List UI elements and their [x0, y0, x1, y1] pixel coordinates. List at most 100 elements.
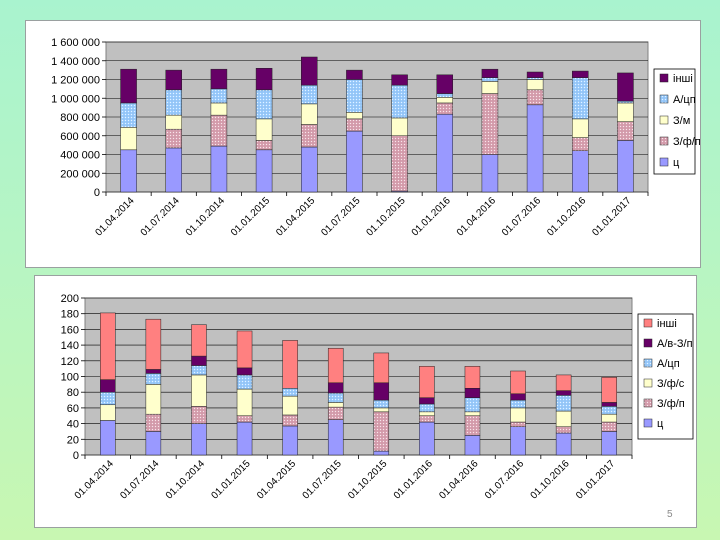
x-tick-label: 01.07.2015 — [301, 458, 344, 501]
bar-інші-7 — [436, 74, 453, 94]
bar-інші-6 — [373, 352, 390, 384]
bar-з-ф-п-6 — [373, 411, 390, 452]
bar-інші-7 — [419, 366, 435, 398]
bar-з-ф-п-1 — [165, 128, 182, 149]
bar-з-м-8 — [481, 81, 499, 94]
bar-інші-11 — [617, 72, 634, 102]
bar-а-цп-9 — [526, 77, 544, 80]
y-tick-label: 100 — [61, 372, 79, 384]
bar-з-ф-п-2 — [210, 114, 228, 147]
bar-з-ф-с-7 — [419, 411, 435, 416]
bar-а-в-з-п-6 — [373, 382, 390, 401]
bar-а-цп-7 — [436, 93, 453, 98]
x-tick-label: 01.10.2014 — [184, 195, 227, 238]
bar-а-цп-3 — [255, 89, 273, 120]
bar-ц-7 — [419, 421, 435, 456]
bar-інші-2 — [191, 324, 207, 357]
bar-інші-2 — [210, 68, 228, 90]
legend-label-а-в-з-п: А/в-З/п — [657, 338, 693, 350]
bar-а-в-з-п-9 — [510, 393, 526, 401]
bar-ц-4 — [301, 146, 318, 193]
bar-а-цп-1 — [145, 373, 162, 385]
legend-label-ц: ц — [673, 157, 680, 169]
y-tick-label: 1 200 000 — [51, 75, 100, 87]
chart-1: 0 200 000 400 000 600 000 800 000 1 000 000 1 … — [51, 37, 700, 239]
bar-а-в-з-п-7 — [419, 397, 435, 405]
bar-а-цп-6 — [373, 399, 390, 409]
bar-а-цп-9 — [510, 399, 526, 409]
y-tick-label: 180 — [61, 309, 79, 321]
bar-а-цп-0 — [120, 102, 137, 128]
bar-а-цп-8 — [481, 77, 499, 82]
bar-з-м-4 — [301, 103, 318, 125]
legend-swatch-з-м — [659, 115, 669, 125]
bar-ц-2 — [210, 145, 228, 193]
bar-з-ф-п-3 — [236, 415, 253, 423]
x-tick-label: 01.04.2015 — [274, 195, 317, 238]
x-tick-label: 01.01.2015 — [229, 195, 272, 238]
bar-інші-11 — [601, 377, 617, 403]
bar-а-цп-11 — [617, 100, 634, 104]
bar-інші-0 — [100, 312, 116, 380]
legend — [637, 313, 694, 440]
legend-swatch-а-в-з-п — [643, 338, 653, 348]
bar-з-ф-п-9 — [526, 89, 544, 106]
bar-а-цп-2 — [191, 365, 207, 376]
bar-інші-10 — [572, 70, 589, 78]
x-tick-label: 01.07.2016 — [500, 195, 543, 238]
bar-ц-10 — [572, 150, 589, 193]
bar-з-ф-с-9 — [510, 407, 526, 423]
bar-а-цп-10 — [555, 395, 572, 412]
bar-а-в-з-п-11 — [601, 402, 617, 407]
bar-з-ф-с-2 — [191, 374, 207, 407]
y-tick-label: 1 000 000 — [51, 93, 100, 105]
bar-з-ф-с-6 — [373, 407, 390, 413]
bar-ц-5 — [346, 130, 363, 193]
bar-інші-4 — [301, 56, 318, 86]
y-tick-label: 160 — [61, 324, 79, 336]
bar-з-ф-п-7 — [419, 415, 435, 423]
legend-swatch-з-ф-п — [659, 136, 669, 146]
bar-з-ф-п-11 — [601, 421, 617, 432]
bar-а-цп-0 — [100, 391, 116, 406]
y-tick-label: 120 — [61, 356, 79, 368]
bar-з-ф-п-7 — [436, 102, 453, 115]
bar-а-цп-7 — [419, 403, 435, 413]
bar-з-ф-с-3 — [236, 388, 253, 416]
bar-з-ф-п-9 — [510, 421, 526, 427]
legend-label-а-цп: А/цп — [657, 358, 680, 370]
legend-swatch-з-ф-п — [643, 398, 653, 408]
bar-інші-1 — [145, 318, 162, 370]
bar-ц-1 — [145, 431, 162, 456]
bar-а-цп-4 — [282, 388, 298, 397]
bar-з-ф-п-10 — [555, 426, 572, 434]
x-tick-label: 01.10.2014 — [164, 458, 207, 501]
bar-з-ф-п-4 — [301, 124, 318, 148]
bar-ц-0 — [120, 149, 137, 193]
bar-інші-10 — [555, 374, 572, 391]
x-tick-label: 01.01.2016 — [410, 195, 453, 238]
bar-інші-1 — [165, 69, 182, 91]
bar-інші-6 — [391, 74, 408, 86]
bar-з-ф-п-6 — [391, 135, 408, 192]
bar-з-ф-п-4 — [282, 414, 298, 427]
bar-а-цп-10 — [572, 77, 589, 120]
bar-з-м-11 — [617, 102, 634, 122]
bar-з-ф-с-10 — [555, 410, 572, 427]
legend-label-з-м: З/м — [673, 115, 690, 127]
bar-з-м-1 — [165, 114, 182, 130]
y-tick-label: 1 600 000 — [51, 37, 100, 49]
bar-з-ф-п-2 — [191, 406, 207, 424]
bar-ц-0 — [100, 420, 116, 456]
bar-з-ф-с-4 — [282, 395, 298, 416]
bar-ц-8 — [464, 435, 481, 456]
bar-з-м-0 — [120, 127, 137, 151]
legend-swatch-ц — [659, 157, 669, 167]
x-tick-label: 01.07.2014 — [118, 458, 161, 501]
bar-а-цп-6 — [391, 84, 408, 119]
bar-з-ф-с-11 — [601, 413, 617, 423]
x-tick-label: 01.10.2016 — [545, 195, 588, 238]
bar-а-в-з-п-3 — [236, 367, 253, 376]
bar-ц-4 — [282, 425, 298, 456]
bar-ц-7 — [436, 113, 453, 193]
